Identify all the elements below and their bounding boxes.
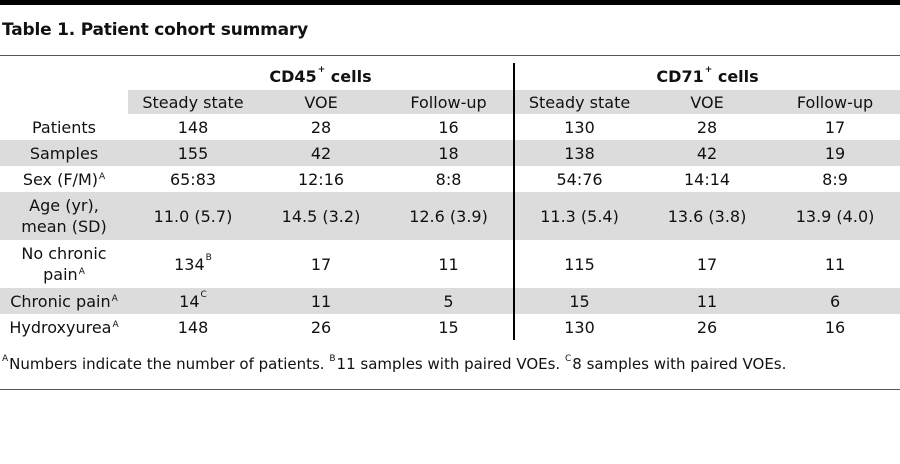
table-cell: 65:83	[169, 169, 217, 189]
corner-cell	[0, 63, 128, 90]
table-cell: 16	[824, 317, 846, 337]
row-label: Patients	[31, 117, 97, 137]
table-cell: 26	[310, 317, 332, 337]
top-rule	[0, 0, 900, 5]
column-header-row: Steady state VOE Follow-up Steady state …	[0, 90, 900, 114]
column-header: Steady state	[513, 90, 645, 114]
table-cell: 148	[177, 117, 209, 137]
table-cell: 42	[258, 140, 384, 166]
column-header: Follow-up	[770, 90, 900, 114]
table-cell: 5	[384, 288, 515, 314]
header-rule	[0, 55, 900, 56]
table-cell: 134B	[174, 252, 212, 274]
table-cell: 130	[513, 314, 645, 340]
table-cell: 11	[258, 288, 384, 314]
table-cell: 11	[824, 254, 846, 274]
corner-cell	[0, 90, 128, 114]
row-label: Sex (F/M)A	[22, 169, 106, 189]
table-cell: 155	[128, 140, 258, 166]
bottom-rule	[0, 389, 900, 390]
row-label: Chronic painA	[0, 288, 128, 314]
table-cell: 11	[644, 288, 771, 314]
group-header-cd45: CD45+ cells	[269, 65, 372, 86]
row-label: Samples	[0, 140, 128, 166]
row-label: Age (yr), mean (SD)	[0, 192, 128, 240]
table-cell: 13.9 (4.0)	[770, 192, 900, 240]
table-cell: 26	[696, 317, 718, 337]
table-cell: 148	[177, 317, 209, 337]
table-cell: 17	[310, 254, 332, 274]
column-header: VOE	[644, 90, 771, 114]
table-cell: 42	[644, 140, 771, 166]
row-label: HydroxyureaA	[9, 317, 119, 337]
table-cell: 13.6 (3.8)	[644, 192, 771, 240]
table-cell: 17	[696, 254, 718, 274]
group-header-row: CD45+ cells CD71+ cells	[0, 63, 900, 90]
table-footnote: ANumbers indicate the number of patients…	[2, 354, 787, 373]
table-cell: 28	[696, 117, 718, 137]
table-cell: 12:16	[297, 169, 345, 189]
table-cell: 138	[513, 140, 645, 166]
row-label: No chronic painA	[21, 244, 107, 284]
column-header: VOE	[258, 90, 384, 114]
column-header: Steady state	[128, 90, 258, 114]
table-row-sex: Sex (F/M)A 65:83 12:16 8:8 54:76 14:14 8…	[0, 166, 900, 192]
table-cell: 11	[438, 254, 459, 274]
table-cell: 14.5 (3.2)	[258, 192, 384, 240]
table-cell: 6	[770, 288, 900, 314]
table-cell: 28	[310, 117, 332, 137]
table-cell: 11.3 (5.4)	[513, 192, 645, 240]
column-header: Follow-up	[384, 90, 515, 114]
table-cell: 17	[824, 117, 846, 137]
table-cell: 18	[384, 140, 515, 166]
table-row-hydroxyurea: HydroxyureaA 148 26 15 130 26 16	[0, 314, 900, 340]
table-cell: 115	[513, 240, 645, 288]
table-cell: 8:8	[435, 169, 462, 189]
table-row-chronic-pain: Chronic painA 14C 11 5 15 11 6	[0, 288, 900, 314]
table-cell: 8:9	[822, 169, 848, 189]
table-row-no-chronic-pain: No chronic painA 134B 17 11 115 17 11	[0, 240, 900, 288]
table-cell: 15	[513, 288, 645, 314]
table-title: Table 1. Patient cohort summary	[2, 20, 308, 40]
table-row-samples: Samples 155 42 18 138 42 19	[0, 140, 900, 166]
table-cell: 12.6 (3.9)	[384, 192, 515, 240]
table-row-patients: Patients 148 28 16 130 28 17	[0, 114, 900, 140]
table-cell: 16	[438, 117, 459, 137]
group-header-cd71: CD71+ cells	[513, 63, 900, 90]
table-cell: 11.0 (5.7)	[128, 192, 258, 240]
table-cell: 130	[513, 114, 645, 140]
table-cell: 15	[438, 317, 459, 337]
table-cell: 19	[770, 140, 900, 166]
cohort-table: CD45+ cells CD71+ cells Steady state VOE…	[0, 63, 900, 340]
table-cell: 14:14	[683, 169, 731, 189]
table-row-age: Age (yr), mean (SD) 11.0 (5.7) 14.5 (3.2)…	[0, 192, 900, 240]
table-cell: 54:76	[513, 166, 645, 192]
table-cell: 14C	[128, 288, 258, 314]
